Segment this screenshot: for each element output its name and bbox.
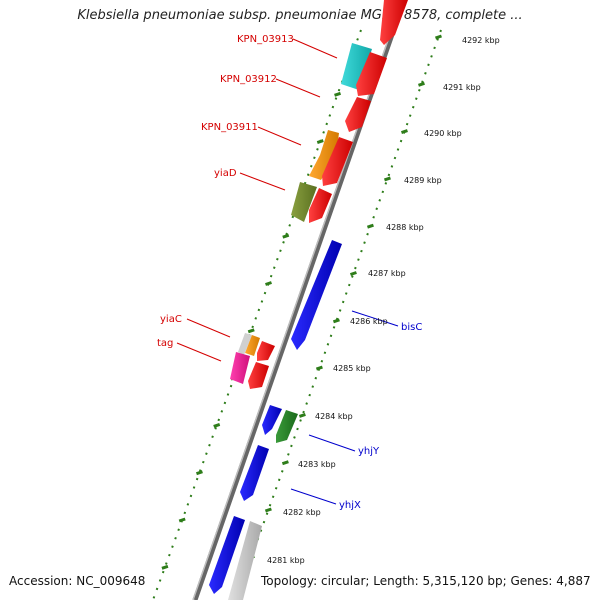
gene-yhjY[interactable] xyxy=(276,410,298,443)
label-leaders xyxy=(176,38,399,505)
map-title: Klebsiella pneumoniae subsp. pneumoniae … xyxy=(77,8,523,23)
scale-tick xyxy=(265,281,272,286)
scale-tick xyxy=(383,176,391,182)
scale-tick xyxy=(247,328,255,334)
gene-track-left xyxy=(230,43,372,384)
scale-tick xyxy=(400,129,408,135)
gene-yhjX[interactable] xyxy=(240,445,269,501)
scale-label: 4282 kbp xyxy=(283,508,321,517)
scale-tick xyxy=(417,81,425,87)
gene-label[interactable]: yiaC xyxy=(160,314,182,325)
scale-tick xyxy=(195,470,203,476)
gene-label[interactable]: yhjX xyxy=(339,500,361,511)
accession-label: Accession: NC_009648 xyxy=(9,574,146,588)
scale-tick xyxy=(281,460,289,466)
scale-label: 4281 kbp xyxy=(267,556,305,565)
scale-label: 4290 kbp xyxy=(424,129,462,138)
scale-label: 4292 kbp xyxy=(462,36,500,45)
gene-labels: KPN_03913 KPN_03912 KPN_03911 yiaD yiaC … xyxy=(157,34,422,511)
scale-label: 4285 kbp xyxy=(333,364,371,373)
gene-forward-5[interactable] xyxy=(309,188,332,223)
gene-forward-3[interactable] xyxy=(345,97,371,132)
gene-track-reverse xyxy=(209,240,342,600)
gene-track-forward xyxy=(248,0,408,389)
scale-label: 4288 kbp xyxy=(386,223,424,232)
scale-tick xyxy=(178,517,186,523)
scale-ticks xyxy=(161,34,442,570)
gene-KPN_03912[interactable] xyxy=(356,52,387,96)
gene-blue-2[interactable] xyxy=(262,405,282,435)
inner-ruler-line xyxy=(235,29,442,600)
gene-gray[interactable] xyxy=(228,521,262,600)
gene-forward-7[interactable] xyxy=(248,362,269,389)
scale-tick xyxy=(161,564,169,570)
gene-forward-6[interactable] xyxy=(257,341,275,361)
scale-tick xyxy=(282,233,290,239)
scale-tick xyxy=(315,365,323,371)
gene-yiaC-gray[interactable] xyxy=(238,333,252,355)
genome-stats-label: Topology: circular; Length: 5,315,120 bp… xyxy=(261,574,591,588)
gene-label[interactable]: yiaD xyxy=(214,168,237,179)
gene-tag[interactable] xyxy=(230,352,250,384)
gene-label[interactable]: bisC xyxy=(401,322,422,333)
scale-labels: 4292 kbp 4291 kbp 4290 kbp 4289 kbp 4288… xyxy=(267,36,500,565)
gene-yiaC[interactable] xyxy=(245,335,260,356)
gene-KPN_03913[interactable] xyxy=(341,43,372,90)
scale-tick xyxy=(334,91,342,97)
scale-tick xyxy=(264,507,272,513)
gene-bisC[interactable] xyxy=(291,240,342,350)
gene-label[interactable]: yhjY xyxy=(358,446,380,457)
scale-label: 4289 kbp xyxy=(404,176,442,185)
gene-KPN_03911[interactable] xyxy=(309,130,339,180)
gene-label[interactable]: KPN_03912 xyxy=(220,74,277,85)
scale-tick xyxy=(435,34,442,40)
gene-forward-1[interactable] xyxy=(380,0,408,45)
scale-label: 4286 kbp xyxy=(350,317,388,326)
scale-label: 4283 kbp xyxy=(298,460,336,469)
scale-tick xyxy=(332,318,340,324)
gene-blue-4[interactable] xyxy=(209,516,245,594)
gene-forward-4[interactable] xyxy=(322,137,353,186)
scale-label: 4284 kbp xyxy=(315,412,353,421)
gene-label[interactable]: KPN_03911 xyxy=(201,122,258,133)
scale-label: 4291 kbp xyxy=(443,83,481,92)
gene-label[interactable]: tag xyxy=(157,338,173,349)
scale-tick xyxy=(316,139,324,145)
gene-yiaD[interactable] xyxy=(291,182,317,222)
scale-label: 4287 kbp xyxy=(368,269,406,278)
gene-label[interactable]: KPN_03913 xyxy=(237,34,294,45)
scale-tick xyxy=(366,223,374,229)
genome-backbone xyxy=(192,0,407,600)
scale-tick xyxy=(349,271,357,276)
scale-tick xyxy=(298,412,306,418)
outer-ruler-line xyxy=(152,29,362,600)
scale-tick xyxy=(213,422,221,428)
